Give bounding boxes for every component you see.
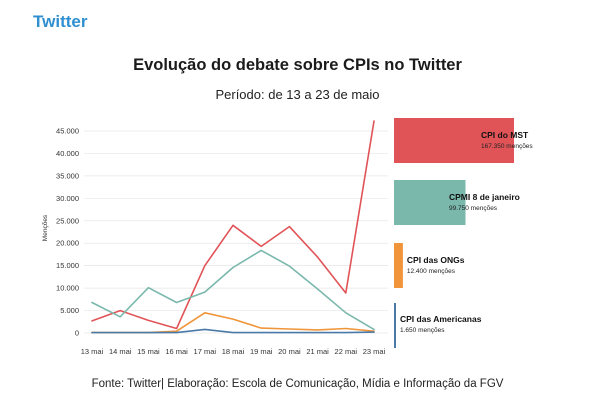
x-tick-label: 15 mai [137, 347, 160, 356]
y-tick-label: 25.000 [56, 216, 79, 225]
y-tick-label: 30.000 [56, 194, 79, 203]
x-tick-label: 14 mai [109, 347, 132, 356]
x-tick-label: 21 mai [306, 347, 329, 356]
y-tick-label: 40.000 [56, 149, 79, 158]
y-tick-label: 0 [75, 329, 79, 338]
y-tick-label: 45.000 [56, 126, 79, 135]
y-tick-label: 10.000 [56, 284, 79, 293]
total-bar [394, 243, 403, 288]
total-bar [394, 118, 514, 163]
series-line [91, 249, 375, 331]
x-tick-label: 13 mai [81, 347, 104, 356]
y-tick-label: 35.000 [56, 171, 79, 180]
chart-subtitle: Período: de 13 a 23 de maio [215, 87, 380, 102]
x-tick-label: 18 mai [222, 347, 245, 356]
source-note: Fonte: Twitter| Elaboração: Escola de Co… [91, 378, 504, 390]
bar-total-label: 12.400 menções [407, 268, 456, 275]
bar-series-name: CPI das Americanas [400, 314, 482, 324]
x-tick-label: 16 mai [165, 347, 188, 356]
bar-total-label: 1.650 menções [400, 327, 445, 334]
y-tick-label: 15.000 [56, 261, 79, 270]
series-line [91, 328, 375, 334]
y-tick-label: 5.000 [60, 306, 79, 315]
x-tick-label: 19 mai [250, 347, 273, 356]
bar-total-label: 167.350 menções [481, 143, 533, 150]
y-tick-label: 20.000 [56, 239, 79, 248]
brand-logo-text: Twitter [33, 12, 88, 31]
x-tick-label: 20 mai [278, 347, 301, 356]
bar-series-name: CPI do MST [481, 130, 529, 140]
chart-title: Evolução do debate sobre CPIs no Twitter [133, 56, 462, 74]
bar-series-name: CPMI 8 de janeiro [449, 192, 520, 202]
bar-series-name: CPI das ONGs [407, 255, 465, 265]
total-bar [394, 303, 396, 348]
x-tick-label: 23 mai [363, 347, 386, 356]
total-bar [394, 180, 466, 225]
x-tick-label: 22 mai [335, 347, 358, 356]
bar-total-label: 99.750 menções [449, 205, 498, 212]
y-axis-label: Menções [42, 214, 49, 241]
x-tick-label: 17 mai [194, 347, 217, 356]
series-line [91, 120, 375, 330]
